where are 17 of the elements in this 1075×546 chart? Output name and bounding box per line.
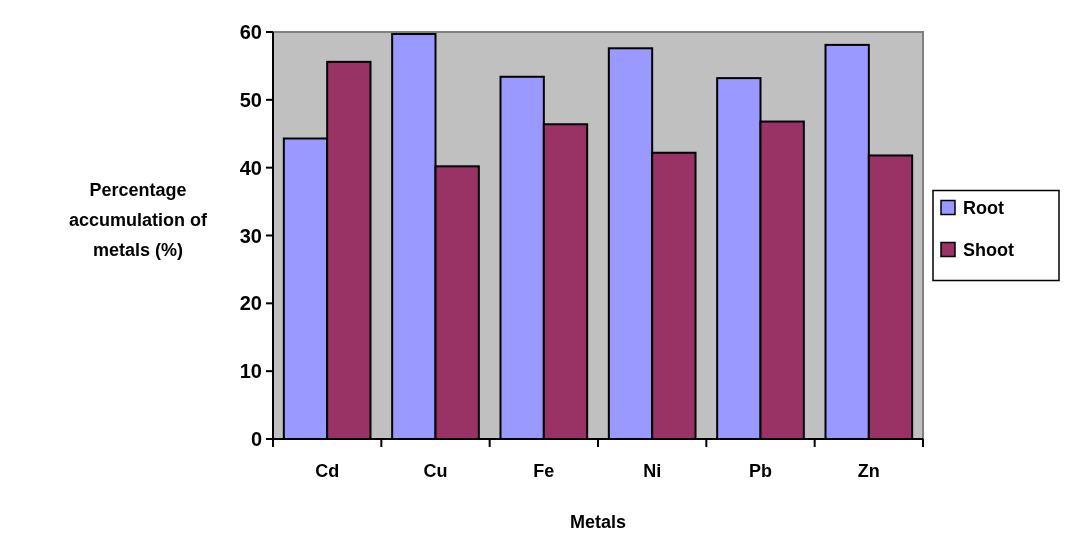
x-tick-label: Ni	[643, 461, 662, 481]
x-tick-label: Cu	[423, 461, 448, 481]
x-axis-title: Metals	[569, 512, 627, 532]
y-tick-label: 10	[239, 360, 262, 383]
y-axis-title: Percentage accumulation of metals (%)	[68, 179, 209, 260]
x-tick-label: Fe	[533, 461, 555, 481]
x-tick-label: Cd	[315, 461, 340, 481]
x-tick-label: Zn	[857, 461, 880, 481]
y-tick-label: 20	[239, 292, 262, 315]
legend-label: Root	[963, 197, 1004, 218]
legend-label: Shoot	[963, 239, 1014, 260]
y-tick-label: 60	[239, 21, 262, 43]
x-tick-label: Pb	[748, 461, 773, 481]
y-tick-label: 40	[239, 156, 262, 179]
y-tick-label: 0	[250, 428, 262, 450]
y-tick-label: 30	[239, 224, 262, 247]
y-tick-label: 50	[239, 88, 262, 111]
